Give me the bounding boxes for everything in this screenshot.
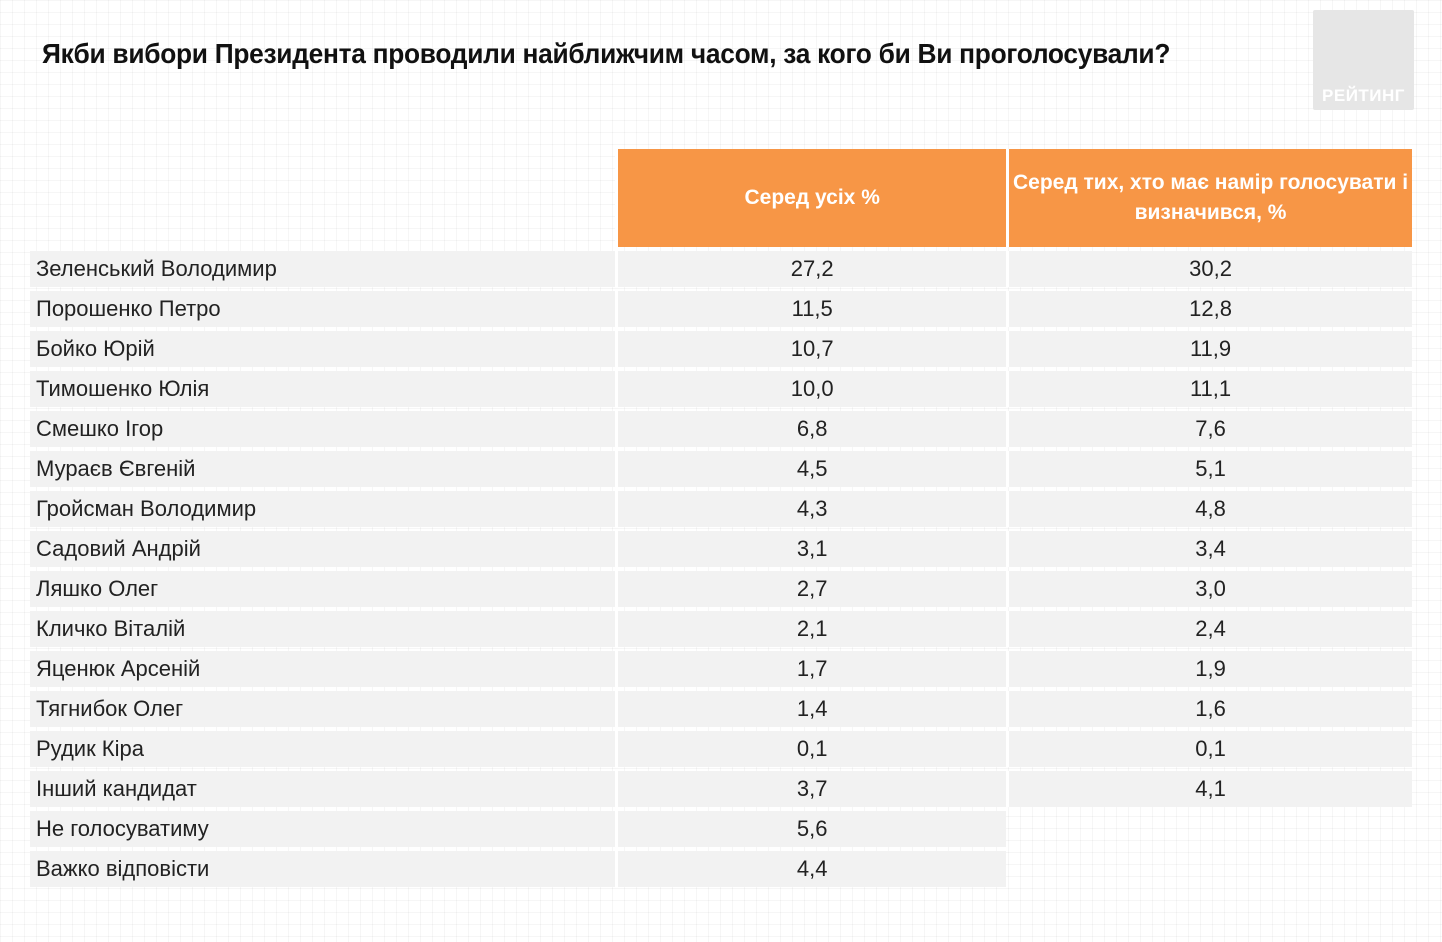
table-row: Яценюк Арсеній 1,7 1,9 [30,651,1412,687]
value-among-all: 3,1 [615,531,1007,567]
candidate-name: Тимошенко Юлія [30,371,616,407]
candidate-name: Важко відповісти [30,851,616,887]
value-among-decided: 0,1 [1006,731,1412,767]
candidate-name: Тягнибок Олег [30,691,616,727]
value-among-decided: 2,4 [1006,611,1412,647]
table-row: Тягнибок Олег 1,4 1,6 [30,691,1412,727]
value-among-decided: 4,8 [1006,491,1412,527]
value-among-all: 11,5 [615,291,1007,327]
value-among-decided: 5,1 [1006,451,1412,487]
value-among-all: 5,6 [615,811,1007,847]
header-among-decided: Серед тих, хто має намір голосувати і ви… [1006,149,1412,247]
value-among-all: 0,1 [615,731,1007,767]
value-among-decided: 12,8 [1006,291,1412,327]
value-among-all: 4,3 [615,491,1007,527]
candidate-name: Порошенко Петро [30,291,616,327]
value-among-all: 6,8 [615,411,1007,447]
value-among-decided: 11,1 [1006,371,1412,407]
value-among-all: 10,0 [615,371,1007,407]
value-among-decided: 4,1 [1006,771,1412,807]
table-row: Бойко Юрій 10,7 11,9 [30,331,1412,367]
value-among-decided [1006,811,1412,847]
table-row: Не голосуватиму 5,6 [30,811,1412,847]
table-row: Смешко Ігор 6,8 7,6 [30,411,1412,447]
value-among-decided: 7,6 [1006,411,1412,447]
value-among-all: 27,2 [615,251,1007,287]
table-row: Тимошенко Юлія 10,0 11,1 [30,371,1412,407]
table-header-row: Серед усіх % Серед тих, хто має намір го… [30,149,1412,247]
value-among-all: 2,7 [615,571,1007,607]
table-row: Інший кандидат 3,7 4,1 [30,771,1412,807]
value-among-all: 10,7 [615,331,1007,367]
value-among-decided: 30,2 [1006,251,1412,287]
results-table: Серед усіх % Серед тих, хто має намір го… [30,145,1412,891]
rating-logo: РЕЙТИНГ [1313,10,1414,110]
header-among-all: Серед усіх % [615,149,1007,247]
candidate-name: Мураєв Євгеній [30,451,616,487]
table-row: Порошенко Петро 11,5 12,8 [30,291,1412,327]
candidate-name: Ляшко Олег [30,571,616,607]
value-among-all: 1,7 [615,651,1007,687]
value-among-decided: 1,9 [1006,651,1412,687]
candidate-name: Смешко Ігор [30,411,616,447]
table-row: Садовий Андрій 3,1 3,4 [30,531,1412,567]
value-among-all: 2,1 [615,611,1007,647]
candidate-name: Рудик Кіра [30,731,616,767]
logo-text: РЕЙТИНГ [1322,86,1405,105]
table-row: Мураєв Євгеній 4,5 5,1 [30,451,1412,487]
value-among-all: 1,4 [615,691,1007,727]
table-row: Важко відповісти 4,4 [30,851,1412,887]
table-row: Зеленський Володимир 27,2 30,2 [30,251,1412,287]
value-among-all: 3,7 [615,771,1007,807]
candidate-name: Яценюк Арсеній [30,651,616,687]
candidate-name: Гройсман Володимир [30,491,616,527]
value-among-decided: 11,9 [1006,331,1412,367]
candidate-name: Інший кандидат [30,771,616,807]
value-among-decided: 3,4 [1006,531,1412,567]
value-among-decided [1006,851,1412,887]
table-row: Кличко Віталій 2,1 2,4 [30,611,1412,647]
value-among-all: 4,5 [615,451,1007,487]
table-row: Ляшко Олег 2,7 3,0 [30,571,1412,607]
value-among-decided: 1,6 [1006,691,1412,727]
page-title: Якби вибори Президента проводили найближ… [42,38,1171,69]
candidate-name: Зеленський Володимир [30,251,616,287]
candidate-name: Не голосуватиму [30,811,616,847]
candidate-name: Садовий Андрій [30,531,616,567]
value-among-decided: 3,0 [1006,571,1412,607]
table-row: Гройсман Володимир 4,3 4,8 [30,491,1412,527]
candidate-name: Кличко Віталій [30,611,616,647]
table-row: Рудик Кіра 0,1 0,1 [30,731,1412,767]
value-among-all: 4,4 [615,851,1007,887]
candidate-name: Бойко Юрій [30,331,616,367]
header-candidate [30,149,615,247]
